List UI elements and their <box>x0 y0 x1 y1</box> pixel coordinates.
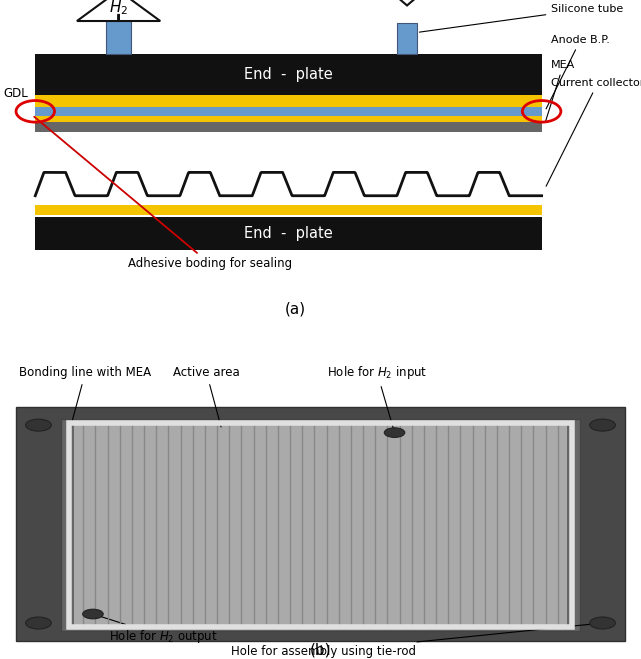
Bar <box>69 422 572 627</box>
Bar <box>106 18 131 54</box>
Text: $H_2$: $H_2$ <box>109 0 128 16</box>
Text: Current collector: Current collector <box>546 78 641 186</box>
Text: MEA: MEA <box>545 60 576 121</box>
Text: Anode B.P.: Anode B.P. <box>546 34 610 109</box>
Bar <box>61 419 580 631</box>
Bar <box>74 424 567 626</box>
Bar <box>35 205 542 215</box>
Bar <box>35 122 542 132</box>
Circle shape <box>385 428 405 438</box>
Bar <box>35 107 542 115</box>
Text: (a): (a) <box>285 301 305 316</box>
Text: End  -  plate: End - plate <box>244 67 333 82</box>
Text: Hole for $H_2$ input: Hole for $H_2$ input <box>327 364 428 430</box>
FancyArrow shape <box>77 0 160 21</box>
Circle shape <box>26 419 51 431</box>
Bar <box>35 217 542 250</box>
Circle shape <box>83 609 103 619</box>
Circle shape <box>590 419 615 431</box>
Text: (b): (b) <box>310 643 331 658</box>
Circle shape <box>590 617 615 629</box>
Text: End  -  plate: End - plate <box>244 226 333 241</box>
Text: Bonding line with MEA: Bonding line with MEA <box>19 366 151 432</box>
Text: GDL: GDL <box>3 88 32 101</box>
Text: Hole for assembly using tie-rod: Hole for assembly using tie-rod <box>231 623 600 658</box>
Bar <box>35 115 542 122</box>
Circle shape <box>26 617 51 629</box>
Bar <box>35 54 542 95</box>
Text: Active area: Active area <box>173 366 240 427</box>
Text: Hole for $H_2$ output: Hole for $H_2$ output <box>96 615 218 645</box>
Text: Adhesive boding for sealing: Adhesive boding for sealing <box>34 117 292 270</box>
Text: Silicone tube: Silicone tube <box>419 4 624 32</box>
FancyArrow shape <box>379 0 435 5</box>
Bar <box>16 407 625 641</box>
Bar <box>397 23 417 54</box>
Bar <box>35 95 542 107</box>
